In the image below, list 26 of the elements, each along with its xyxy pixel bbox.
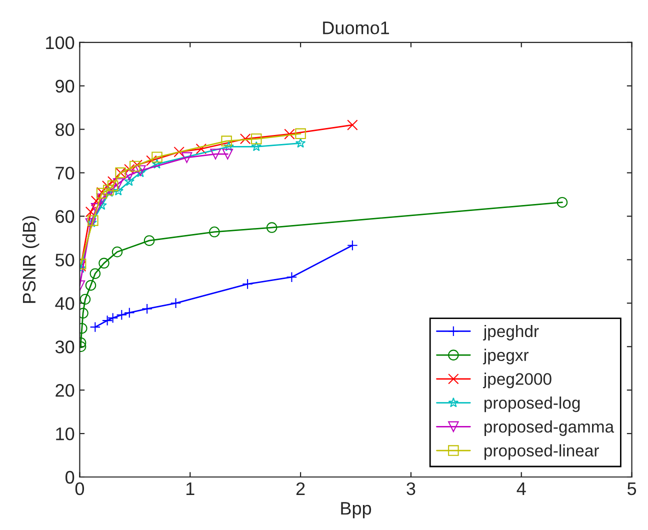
y-tick-label: 30 xyxy=(55,340,74,354)
x-tick-label: 2 xyxy=(296,482,305,495)
x-tick-label: 3 xyxy=(406,482,416,496)
legend-label: proposed-linear xyxy=(484,444,599,460)
x-tick-label: 4 xyxy=(516,482,526,495)
y-tick-label: 20 xyxy=(56,384,74,397)
y-tick-label: 60 xyxy=(56,210,74,223)
y-axis-title: PSNR (dB) xyxy=(22,216,40,303)
x-tick-label: 1 xyxy=(186,482,194,495)
y-tick-label: 0 xyxy=(66,470,74,484)
y-tick-label: 80 xyxy=(56,123,74,136)
x-tick-label: 5 xyxy=(628,482,636,496)
legend-label: jpeg2000 xyxy=(483,372,552,388)
y-tick-label: 70 xyxy=(56,166,74,180)
y-tick-label: 90 xyxy=(56,80,74,93)
chart-title: Duomo1 xyxy=(323,22,389,34)
y-tick-label: 100 xyxy=(46,36,74,50)
y-tick-label: 40 xyxy=(55,297,74,310)
legend-label: jpegxr xyxy=(483,348,529,364)
legend-label: proposed-gamma xyxy=(484,420,614,436)
x-axis-title: Bpp xyxy=(341,502,372,518)
x-tick-label: 0 xyxy=(75,482,84,496)
legend-label: jpeghdr xyxy=(483,324,539,340)
y-tick-label: 10 xyxy=(56,427,74,440)
y-tick-label: 50 xyxy=(55,254,74,266)
legend-label: proposed-log xyxy=(484,396,580,412)
